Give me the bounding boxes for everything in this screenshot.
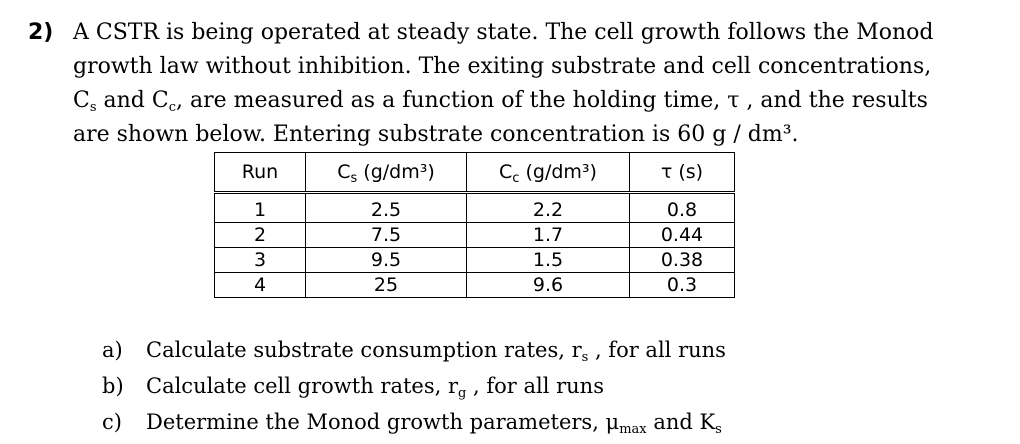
cell-run: 3 [214, 247, 306, 273]
cell-cc: 1.5 [466, 247, 630, 273]
header-cs: Cs (g/dm³) [305, 152, 467, 194]
problem-statement: 2) A CSTR is being operated at steady sta… [28, 16, 978, 152]
header-run: Run [214, 152, 306, 194]
table-header-row: Run Cs (g/dm³) Cc (g/dm³) τ (s) [214, 152, 735, 194]
question-c: c) Determine the Monod growth parameters,… [102, 410, 722, 437]
cell-cc: 1.7 [466, 222, 630, 248]
cell-run: 1 [214, 192, 306, 223]
table-row: 4 25 9.6 0.3 [214, 272, 735, 298]
cell-cc: 9.6 [466, 272, 630, 298]
table-row: 1 2.5 2.2 0.8 [214, 192, 735, 223]
problem-number: 2) [28, 20, 54, 45]
problem-line-4: are shown below. Entering substrate conc… [73, 122, 799, 147]
cell-tau: 0.44 [629, 222, 735, 248]
cell-cs: 2.5 [305, 192, 467, 223]
question-a: a) Calculate substrate consumption rates,… [102, 338, 726, 365]
problem-line-2: growth law without inhibition. The exiti… [73, 54, 932, 79]
cell-tau: 0.3 [629, 272, 735, 298]
problem-line-1: 2) A CSTR is being operated at steady sta… [28, 16, 978, 50]
header-tau: τ (s) [629, 152, 735, 194]
question-b: b) Calculate cell growth rates, rg , for … [102, 374, 604, 401]
table-row: 3 9.5 1.5 0.38 [214, 247, 735, 273]
cell-tau: 0.8 [629, 192, 735, 223]
data-table: Run Cs (g/dm³) Cc (g/dm³) τ (s) 1 2.5 2.… [214, 152, 735, 298]
cell-cs: 25 [305, 272, 467, 298]
cell-cs: 9.5 [305, 247, 467, 273]
table-row: 2 7.5 1.7 0.44 [214, 222, 735, 248]
cell-cc: 2.2 [466, 192, 630, 223]
header-cc: Cc (g/dm³) [466, 152, 630, 194]
cell-run: 4 [214, 272, 306, 298]
problem-line-3: Cs and Cc, are measured as a function of… [73, 88, 928, 115]
question-list: a) Calculate substrate consumption rates,… [102, 332, 726, 440]
cell-run: 2 [214, 222, 306, 248]
cell-cs: 7.5 [305, 222, 467, 248]
cell-tau: 0.38 [629, 247, 735, 273]
